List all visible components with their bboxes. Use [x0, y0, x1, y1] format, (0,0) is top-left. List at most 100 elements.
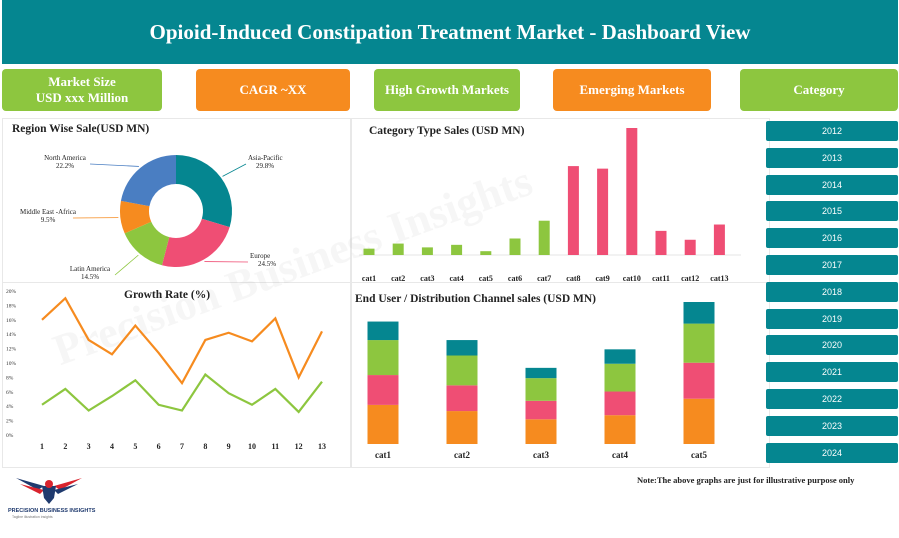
category-bar [567, 166, 579, 255]
y-tick-label: 0% [6, 433, 14, 439]
channel-chart-title: End User / Distribution Channel sales (U… [355, 293, 596, 305]
stacked-segment [446, 340, 478, 356]
growth-line-chart: 0%2%4%6%8%10%12%14%16%18%20%1 2 3 4 5 6 7 8 9 10 1… [6, 289, 326, 451]
year-button-2017[interactable]: 2017 [766, 255, 898, 275]
year-button-2020[interactable]: 2020 [766, 335, 898, 356]
leader-line [222, 163, 247, 177]
donut-slice [161, 218, 230, 267]
channel-category-label: cat3 [533, 450, 549, 460]
y-tick-label: 8% [6, 375, 14, 381]
slice-label: Middle East -Africa [20, 208, 77, 216]
category-bar [480, 251, 492, 255]
category-bar [626, 128, 638, 255]
x-tick-label: 5 [133, 442, 137, 451]
year-button-2015[interactable]: 2015 [766, 201, 898, 222]
x-tick-label: 13 [318, 442, 326, 451]
donut-slice [124, 221, 170, 266]
illustrative-note: Note:The above graphs are just for illus… [637, 475, 855, 485]
category-bar [421, 247, 433, 255]
year-button-2014[interactable]: 2014 [766, 174, 898, 195]
market-size-label: Market Size [48, 74, 116, 89]
donut-slice [119, 200, 152, 234]
category-chart-title: Category Type Sales (USD MN) [369, 125, 525, 137]
channel-category-label: cat5 [691, 450, 707, 460]
year-button-2019[interactable]: 2019 [766, 308, 898, 329]
slice-label: Europe [250, 252, 270, 260]
x-tick-label: 3 [87, 442, 91, 451]
category-bar [392, 243, 404, 255]
y-tick-label: 18% [6, 303, 17, 309]
slice-value-label: 24.5% [258, 260, 276, 268]
category-bar [684, 239, 696, 255]
category-tile[interactable]: Category [740, 69, 898, 111]
x-tick-label: 7 [180, 442, 184, 451]
leader-line [114, 254, 139, 276]
category-bar-chart: cat1 cat2 cat3 cat4 cat5 cat6 cat7 cat8 cat9 cat1… [359, 128, 741, 282]
y-tick-label: 12% [6, 347, 17, 353]
x-tick-label: 1 [40, 442, 44, 451]
high-growth-markets-tile[interactable]: High Growth Markets [374, 69, 520, 111]
x-tick-label: 8 [203, 442, 207, 451]
y-tick-label: 4% [6, 404, 14, 410]
leader-line [89, 163, 139, 167]
category-label: cat5 [479, 274, 493, 282]
slice-value-label: 29.8% [256, 162, 274, 170]
category-bar [713, 224, 725, 255]
year-button-2022[interactable]: 2022 [766, 389, 898, 409]
x-tick-label: 2 [63, 442, 67, 451]
dashboard-header: Opioid-Induced Constipation Treatment Ma… [2, 0, 898, 64]
year-button-2018[interactable]: 2018 [766, 281, 898, 302]
company-logo-icon [16, 478, 82, 504]
category-label: cat13 [710, 274, 728, 282]
emerging-markets-tile[interactable]: Emerging Markets [553, 69, 711, 111]
logo-tagline: Tagline illustration insights [12, 515, 53, 519]
category-label: cat11 [652, 274, 670, 282]
category-bar [451, 244, 463, 255]
category-label: cat9 [595, 274, 609, 282]
logo-name: PRECISION BUSINESS INSIGHTS [8, 508, 96, 514]
high-growth-label: High Growth Markets [385, 82, 509, 97]
year-button-2021[interactable]: 2021 [766, 362, 898, 383]
stacked-segment [367, 340, 399, 376]
slice-value-label: 22.2% [56, 162, 74, 170]
slice-label: Latin America [70, 265, 111, 273]
category-label: cat4 [449, 274, 463, 282]
stacked-segment [367, 375, 399, 405]
stacked-segment [683, 323, 715, 363]
growth-chart-title: Growth Rate (%) [124, 289, 211, 301]
stacked-segment [525, 419, 557, 444]
stacked-segment [367, 321, 399, 341]
y-tick-label: 10% [6, 361, 17, 367]
slice-label: Asia-Pacific [248, 154, 283, 162]
donut-slice [176, 155, 232, 228]
y-tick-label: 16% [6, 318, 17, 324]
market-size-tile[interactable]: Market Size USD xxx Million [2, 69, 162, 111]
year-button-2024[interactable]: 2024 [766, 442, 898, 463]
category-bar [655, 230, 667, 255]
category-label: cat7 [537, 274, 551, 282]
series-line [41, 296, 323, 386]
year-button-2023[interactable]: 2023 [766, 415, 898, 436]
market-size-value: USD xxx Million [35, 90, 129, 105]
stacked-segment [367, 404, 399, 444]
stacked-segment [446, 411, 478, 444]
y-tick-label: 14% [6, 332, 17, 338]
stacked-segment [604, 349, 636, 364]
emerging-label: Emerging Markets [579, 82, 685, 97]
slice-value-label: 14.5% [81, 273, 99, 281]
year-button-2013[interactable]: 2013 [766, 147, 898, 168]
y-tick-label: 20% [6, 289, 17, 295]
stacked-segment [683, 398, 715, 444]
stacked-segment [683, 302, 715, 324]
category-label: cat1 [362, 274, 376, 282]
region-chart-title: Region Wise Sale(USD MN) [12, 123, 150, 135]
x-tick-label: 12 [295, 442, 303, 451]
year-button-2012[interactable]: 2012 [766, 121, 898, 141]
year-button-2016[interactable]: 2016 [766, 228, 898, 249]
stacked-segment [604, 391, 636, 416]
cagr-tile[interactable]: CAGR ~XX [196, 69, 350, 111]
slice-label: North America [44, 154, 87, 162]
x-tick-label: 10 [248, 442, 256, 451]
cagr-label: CAGR ~XX [239, 82, 307, 97]
